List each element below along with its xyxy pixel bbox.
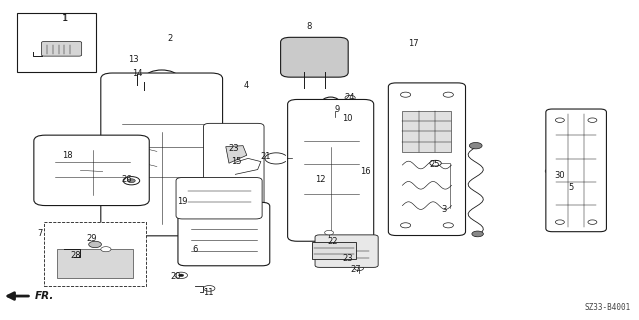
Circle shape [330,108,340,113]
FancyBboxPatch shape [101,73,222,236]
Text: 5: 5 [569,183,574,192]
Circle shape [174,272,187,278]
Text: 15: 15 [231,157,242,166]
Circle shape [555,220,564,224]
Circle shape [555,118,564,123]
Text: 18: 18 [63,151,73,160]
Text: 21: 21 [260,152,270,161]
Text: 19: 19 [177,197,188,206]
Text: 11: 11 [203,288,213,297]
Bar [44,222,146,286]
Bar [164,219,171,227]
FancyBboxPatch shape [34,135,150,205]
Text: 12: 12 [316,175,326,184]
Circle shape [430,160,442,166]
FancyBboxPatch shape [42,42,82,56]
Circle shape [469,142,482,149]
Text: 23: 23 [228,144,239,153]
Circle shape [132,84,142,89]
Text: 25: 25 [429,160,440,169]
FancyBboxPatch shape [389,83,466,236]
Text: 27: 27 [351,265,361,275]
Text: 30: 30 [554,172,564,180]
FancyBboxPatch shape [315,235,378,268]
Circle shape [355,266,364,270]
Circle shape [545,169,555,174]
Circle shape [101,247,111,252]
Bar [17,13,96,72]
Text: 22: 22 [327,237,337,246]
Text: 28: 28 [71,251,81,260]
Circle shape [123,177,140,185]
Text: 23: 23 [343,254,353,263]
Circle shape [128,179,135,183]
FancyBboxPatch shape [203,123,264,214]
FancyBboxPatch shape [288,100,374,241]
Text: 8: 8 [306,22,311,31]
Text: 13: 13 [128,55,139,64]
FancyBboxPatch shape [281,37,348,77]
Circle shape [345,95,355,100]
Circle shape [339,115,346,119]
Text: 10: 10 [342,114,352,123]
Bar [57,249,134,278]
Text: 6: 6 [192,245,198,254]
Circle shape [178,274,183,276]
Bar [312,242,357,260]
Bar [403,111,452,152]
Bar [183,219,191,227]
Text: 17: 17 [408,39,419,48]
Text: 14: 14 [132,69,143,78]
FancyBboxPatch shape [546,109,606,232]
Polygon shape [226,146,247,163]
Text: FR.: FR. [35,291,54,301]
Circle shape [401,92,411,97]
Circle shape [588,220,597,224]
Circle shape [140,89,149,93]
FancyBboxPatch shape [176,178,262,219]
Circle shape [89,241,102,248]
Circle shape [472,231,483,237]
Circle shape [443,92,454,97]
Text: 1: 1 [62,14,67,23]
Bar [173,219,181,227]
Circle shape [401,223,411,228]
Text: 20: 20 [171,272,181,281]
Text: 29: 29 [86,234,96,243]
Text: 4: 4 [243,81,249,90]
Circle shape [325,230,334,235]
Text: SZ33-B4001: SZ33-B4001 [585,303,631,312]
Circle shape [443,223,454,228]
Text: 7: 7 [38,229,43,238]
Text: 2: 2 [167,35,173,44]
Circle shape [203,285,215,291]
Text: 1: 1 [61,14,67,23]
Text: 16: 16 [360,167,371,176]
Text: 26: 26 [121,175,132,184]
FancyBboxPatch shape [178,202,270,266]
Text: 3: 3 [441,205,447,214]
Circle shape [588,118,597,123]
Text: 9: 9 [334,105,339,114]
Text: 24: 24 [345,93,355,102]
